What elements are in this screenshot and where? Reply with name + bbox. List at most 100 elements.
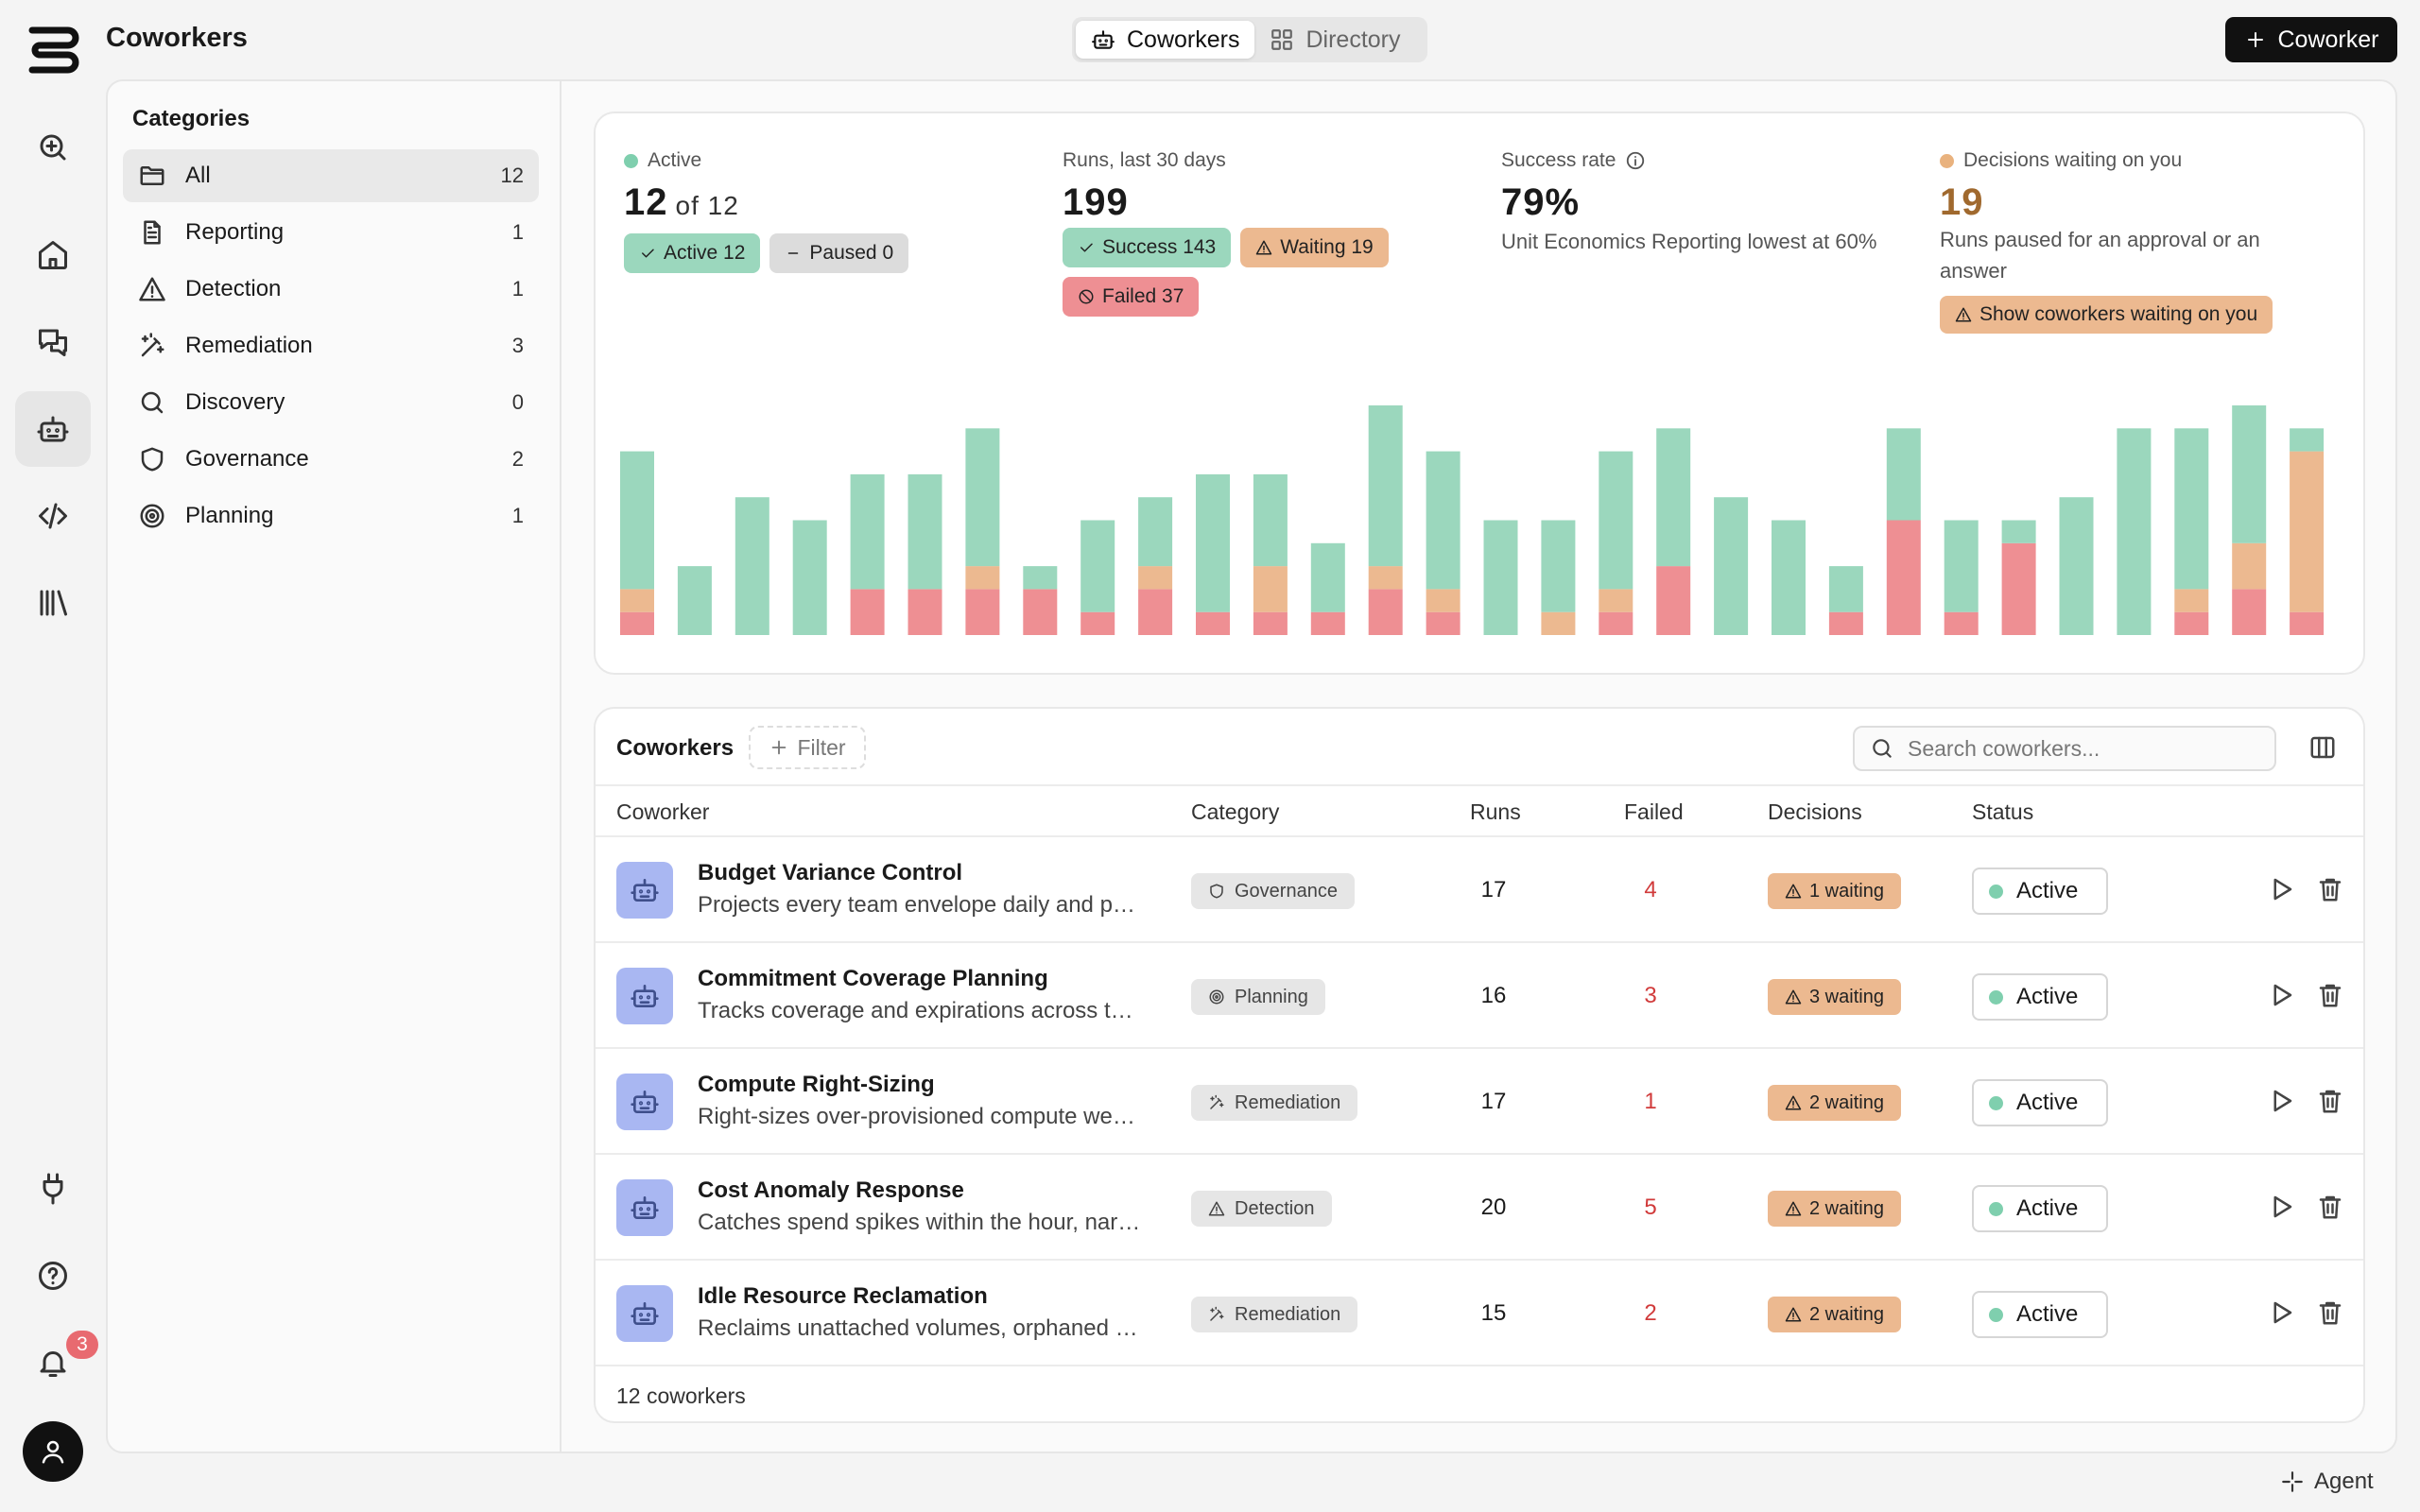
columns-icon[interactable]: [2308, 733, 2337, 762]
bar-segment-failed[interactable]: [908, 589, 942, 635]
bar-segment-failed[interactable]: [2001, 542, 2036, 635]
bar-segment-success[interactable]: [1138, 497, 1173, 567]
bar-segment-waiting[interactable]: [1541, 611, 1576, 635]
trash-icon[interactable]: [2316, 875, 2344, 903]
bar-segment-success[interactable]: [620, 451, 654, 590]
category-all[interactable]: All 12: [123, 149, 539, 202]
search-nav-button[interactable]: [15, 110, 91, 185]
show-waiting-button[interactable]: Show coworkers waiting on you: [1940, 296, 2273, 334]
bar-segment-failed[interactable]: [2232, 589, 2267, 635]
bar-segment-success[interactable]: [1310, 542, 1345, 612]
bar-segment-failed[interactable]: [1368, 589, 1403, 635]
status-dropdown[interactable]: Active: [1972, 868, 2108, 915]
bar-segment-failed[interactable]: [1196, 611, 1230, 635]
decisions-badge[interactable]: 2 waiting: [1768, 1191, 1901, 1227]
home-nav-button[interactable]: [15, 217, 91, 293]
coworker-name[interactable]: Commitment Coverage Planning: [698, 966, 1048, 991]
bar-segment-failed[interactable]: [2290, 611, 2325, 635]
table-row[interactable]: Commitment Coverage Planning Tracks cove…: [596, 943, 2363, 1049]
search-input[interactable]: Search coworkers...: [1853, 726, 2276, 771]
bar-segment-success[interactable]: [735, 497, 769, 635]
bar-segment-success[interactable]: [1426, 451, 1461, 590]
coworker-name[interactable]: Idle Resource Reclamation: [698, 1283, 988, 1309]
status-dropdown[interactable]: Active: [1972, 1291, 2108, 1338]
play-icon[interactable]: [2267, 981, 2295, 1009]
category-remediation[interactable]: Remediation 3: [123, 319, 539, 372]
bar-segment-failed[interactable]: [1253, 611, 1288, 635]
code-nav-button[interactable]: [15, 478, 91, 554]
column-header[interactable]: Failed: [1624, 799, 1684, 824]
play-icon[interactable]: [2267, 1298, 2295, 1327]
bar-segment-success[interactable]: [1541, 520, 1576, 612]
coworkers-nav-button[interactable]: [15, 391, 91, 467]
bar-segment-waiting[interactable]: [1253, 566, 1288, 612]
bar-segment-success[interactable]: [1368, 405, 1403, 567]
table-row[interactable]: Cost Anomaly Response Catches spend spik…: [596, 1155, 2363, 1261]
bar-segment-success[interactable]: [677, 566, 712, 635]
bar-segment-success[interactable]: [850, 473, 885, 590]
play-icon[interactable]: [2267, 1087, 2295, 1115]
bar-segment-success[interactable]: [792, 520, 827, 636]
column-header[interactable]: Status: [1972, 799, 2034, 824]
bar-segment-success[interactable]: [1196, 473, 1230, 612]
bar-segment-success[interactable]: [1714, 497, 1749, 635]
play-icon[interactable]: [2267, 875, 2295, 903]
trash-icon[interactable]: [2316, 1193, 2344, 1221]
bar-segment-waiting[interactable]: [1368, 566, 1403, 590]
bar-segment-waiting[interactable]: [1138, 566, 1173, 590]
bar-segment-success[interactable]: [1828, 566, 1863, 612]
help-nav-button[interactable]: [15, 1238, 91, 1314]
decisions-badge[interactable]: 1 waiting: [1768, 873, 1901, 909]
bar-segment-success[interactable]: [2059, 497, 2094, 635]
bar-segment-success[interactable]: [1656, 428, 1691, 567]
bar-segment-waiting[interactable]: [2232, 542, 2267, 590]
trash-icon[interactable]: [2316, 1087, 2344, 1115]
status-dropdown[interactable]: Active: [1972, 1185, 2108, 1232]
bar-segment-success[interactable]: [1886, 428, 1921, 521]
bar-segment-failed[interactable]: [1944, 611, 1979, 635]
bar-segment-success[interactable]: [2232, 405, 2267, 543]
bar-segment-waiting[interactable]: [965, 566, 1000, 590]
category-governance[interactable]: Governance 2: [123, 433, 539, 486]
bar-segment-waiting[interactable]: [1426, 589, 1461, 612]
decisions-badge[interactable]: 2 waiting: [1768, 1297, 1901, 1332]
table-row[interactable]: Budget Variance Control Projects every t…: [596, 837, 2363, 943]
bar-segment-waiting[interactable]: [2174, 589, 2209, 612]
category-detection[interactable]: Detection 1: [123, 263, 539, 316]
bar-segment-failed[interactable]: [1426, 611, 1461, 635]
table-row[interactable]: Compute Right-Sizing Right-sizes over-pr…: [596, 1049, 2363, 1155]
decisions-badge[interactable]: 2 waiting: [1768, 1085, 1901, 1121]
tab-coworkers[interactable]: Coworkers: [1076, 21, 1255, 59]
column-header[interactable]: Decisions: [1768, 799, 1862, 824]
bar-segment-failed[interactable]: [2174, 611, 2209, 635]
trash-icon[interactable]: [2316, 1298, 2344, 1327]
bar-segment-failed[interactable]: [1656, 566, 1691, 635]
filter-button[interactable]: Filter: [749, 726, 866, 769]
coworker-name[interactable]: Compute Right-Sizing: [698, 1072, 935, 1097]
tab-directory[interactable]: Directory: [1254, 21, 1415, 59]
category-discovery[interactable]: Discovery 0: [123, 376, 539, 429]
table-row[interactable]: Idle Resource Reclamation Reclaims unatt…: [596, 1261, 2363, 1366]
bar-segment-success[interactable]: [1599, 451, 1634, 590]
category-planning[interactable]: Planning 1: [123, 490, 539, 542]
bar-segment-success[interactable]: [2001, 520, 2036, 543]
bar-segment-failed[interactable]: [1138, 589, 1173, 635]
bar-segment-failed[interactable]: [850, 589, 885, 635]
chat-nav-button[interactable]: [15, 304, 91, 380]
bar-segment-success[interactable]: [2117, 428, 2152, 635]
bar-segment-success[interactable]: [1772, 520, 1806, 636]
bar-segment-success[interactable]: [2174, 428, 2209, 590]
info-icon[interactable]: [1625, 150, 1646, 171]
play-icon[interactable]: [2267, 1193, 2295, 1221]
decisions-badge[interactable]: 3 waiting: [1768, 979, 1901, 1015]
column-header[interactable]: Coworker: [616, 799, 710, 824]
app-logo[interactable]: [26, 25, 79, 74]
bar-segment-success[interactable]: [2290, 428, 2325, 452]
library-nav-button[interactable]: [15, 565, 91, 641]
column-header[interactable]: Runs: [1470, 799, 1521, 824]
bar-segment-failed[interactable]: [1828, 611, 1863, 635]
bar-segment-success[interactable]: [1944, 520, 1979, 612]
bar-segment-failed[interactable]: [1023, 589, 1058, 635]
bar-segment-waiting[interactable]: [2290, 451, 2325, 612]
column-header[interactable]: Category: [1191, 799, 1280, 824]
